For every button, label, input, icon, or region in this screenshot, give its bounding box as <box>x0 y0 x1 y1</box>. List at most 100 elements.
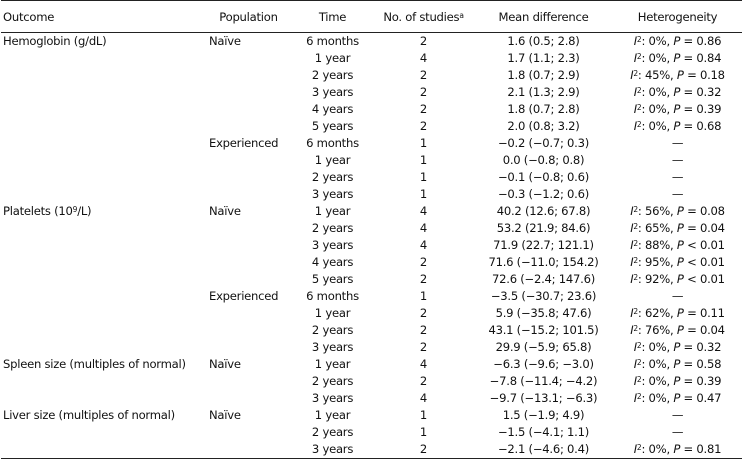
cell-population <box>205 441 292 459</box>
cell-number-of-studies: 4 <box>419 204 428 218</box>
header-row: Outcome Population Time No. of studiesa … <box>1 0 742 33</box>
table-body: Hemoglobin (g/dL) Naïve 6 months 2 1.6 (0.5;… <box>1 33 742 459</box>
cell-outcome <box>1 101 205 118</box>
cell-time: 2 years <box>311 221 354 235</box>
cell-time: 2 years <box>311 68 354 82</box>
i-squared-value: 45% <box>644 68 671 82</box>
cell-time: 3 years <box>292 441 373 459</box>
separator: , <box>666 85 674 99</box>
p-value: P = 0.86 <box>673 34 722 48</box>
cell-mean-difference: 5.9 (−35.8; 47.6) <box>495 306 592 320</box>
cell-population <box>205 101 292 118</box>
cell-population <box>205 67 292 84</box>
i-squared-colon: : <box>637 68 645 82</box>
cell-outcome <box>1 322 205 339</box>
cell-population <box>205 424 292 441</box>
cell-outcome <box>1 118 205 135</box>
i-squared-colon: : <box>637 306 645 320</box>
i-squared-exponent: 2 <box>633 273 638 282</box>
i-squared-symbol: I <box>633 442 637 456</box>
cell-number-of-studies: 2 <box>419 306 428 320</box>
cell-heterogeneity: I2: 0%, P = 0.84 <box>613 50 742 67</box>
p-symbol: P <box>673 442 681 456</box>
separator: , <box>666 119 674 133</box>
cell-mean-difference: 1.8 (0.7; 2.8) <box>507 102 580 116</box>
separator: , <box>670 255 677 269</box>
cell-heterogeneity: — <box>671 289 684 303</box>
separator: , <box>666 102 674 116</box>
table-row: 1 year 4 1.7 (1.1; 2.3) I2: 0%, P = 0.84 <box>1 50 742 67</box>
i-squared-symbol: I <box>633 391 637 405</box>
cell-outcome <box>1 67 205 84</box>
cell-outcome: Hemoglobin (g/dL) <box>3 34 107 48</box>
i-squared-value: 65% <box>644 221 671 235</box>
cell-time: 1 year <box>314 153 351 167</box>
p-symbol: P <box>676 306 684 320</box>
i-squared-exponent: 2 <box>633 324 638 333</box>
cell-population: Naïve <box>209 357 241 371</box>
table-row: Hemoglobin (g/dL) Naïve 6 months 2 1.6 (0.5;… <box>1 33 742 51</box>
i-squared-exponent: 2 <box>636 392 642 401</box>
separator: , <box>666 51 674 65</box>
cell-outcome <box>1 169 205 186</box>
i-squared-symbol: I <box>630 272 634 286</box>
cell-population <box>205 373 292 390</box>
cell-number-of-studies: 1 <box>419 170 428 184</box>
i-squared-symbol: I <box>633 34 637 48</box>
p-value: P = 0.08 <box>676 204 725 218</box>
cell-heterogeneity: I2: 0%, P = 0.58 <box>613 356 742 373</box>
cell-mean-difference: 71.9 (22.7; 121.1) <box>493 238 594 252</box>
cell-population: Naïve <box>209 408 241 422</box>
p-symbol: P <box>676 272 684 286</box>
i-squared-colon: : <box>641 391 649 405</box>
i-squared-colon: : <box>637 204 645 218</box>
i-squared-exponent: 2 <box>636 120 642 129</box>
i-squared-symbol: I <box>633 340 637 354</box>
i-squared-colon: : <box>641 85 649 99</box>
cell-outcome <box>1 254 205 271</box>
cell-number-of-studies: 1 <box>419 136 428 150</box>
cell-heterogeneity: I2: 0%, P = 0.86 <box>613 33 742 51</box>
cell-number-of-studies: 2 <box>373 441 474 459</box>
p-symbol: P <box>676 204 684 218</box>
cell-outcome <box>1 271 205 288</box>
i-squared-exponent: 2 <box>633 69 638 78</box>
cell-outcome <box>1 135 205 152</box>
i-squared-value: 0% <box>648 391 667 405</box>
separator: , <box>670 68 677 82</box>
p-value: P = 0.04 <box>676 221 725 235</box>
table-row: Platelets (109/L) Naïve 1 year 4 40.2 (12.6;… <box>1 203 742 220</box>
p-symbol: P <box>673 391 681 405</box>
separator: , <box>670 238 677 252</box>
i-squared-colon: : <box>641 51 649 65</box>
table-row: 3 years 2 2.1 (1.3; 2.9) I2: 0%, P = 0.32 <box>1 84 742 101</box>
cell-number-of-studies: 4 <box>419 238 428 252</box>
i-squared-exponent: 2 <box>633 307 638 316</box>
cell-population <box>205 84 292 101</box>
i-squared-value: 0% <box>648 357 667 371</box>
cell-heterogeneity: I2: 0%, P = 0.47 <box>613 390 742 407</box>
cell-number-of-studies: 1 <box>419 187 428 201</box>
cell-time: 1 year <box>314 204 351 218</box>
separator: , <box>666 357 674 371</box>
separator: , <box>666 374 674 388</box>
i-squared-colon: : <box>641 340 649 354</box>
separator: , <box>670 204 677 218</box>
table-row: 2 years 4 53.2 (21.9; 84.6) I2: 65%, P = 0.… <box>1 220 742 237</box>
outcome-label: Platelets (10 <box>3 204 73 218</box>
i-squared-value: 0% <box>648 340 667 354</box>
cell-population <box>205 237 292 254</box>
i-squared-symbol: I <box>633 119 637 133</box>
p-value: P = 0.39 <box>673 374 722 388</box>
cell-outcome <box>1 424 205 441</box>
cell-number-of-studies: 2 <box>419 255 428 269</box>
cell-time: 2 years <box>311 374 354 388</box>
cell-outcome <box>1 441 205 459</box>
i-squared-colon: : <box>641 119 649 133</box>
cell-mean-difference: 1.7 (1.1; 2.3) <box>507 51 580 65</box>
cell-number-of-studies: 2 <box>419 102 428 116</box>
i-squared-exponent: 2 <box>633 256 638 265</box>
i-squared-value: 0% <box>648 119 667 133</box>
cell-number-of-studies: 4 <box>419 221 428 235</box>
cell-mean-difference: −1.5 (−4.1; 1.1) <box>497 425 590 439</box>
